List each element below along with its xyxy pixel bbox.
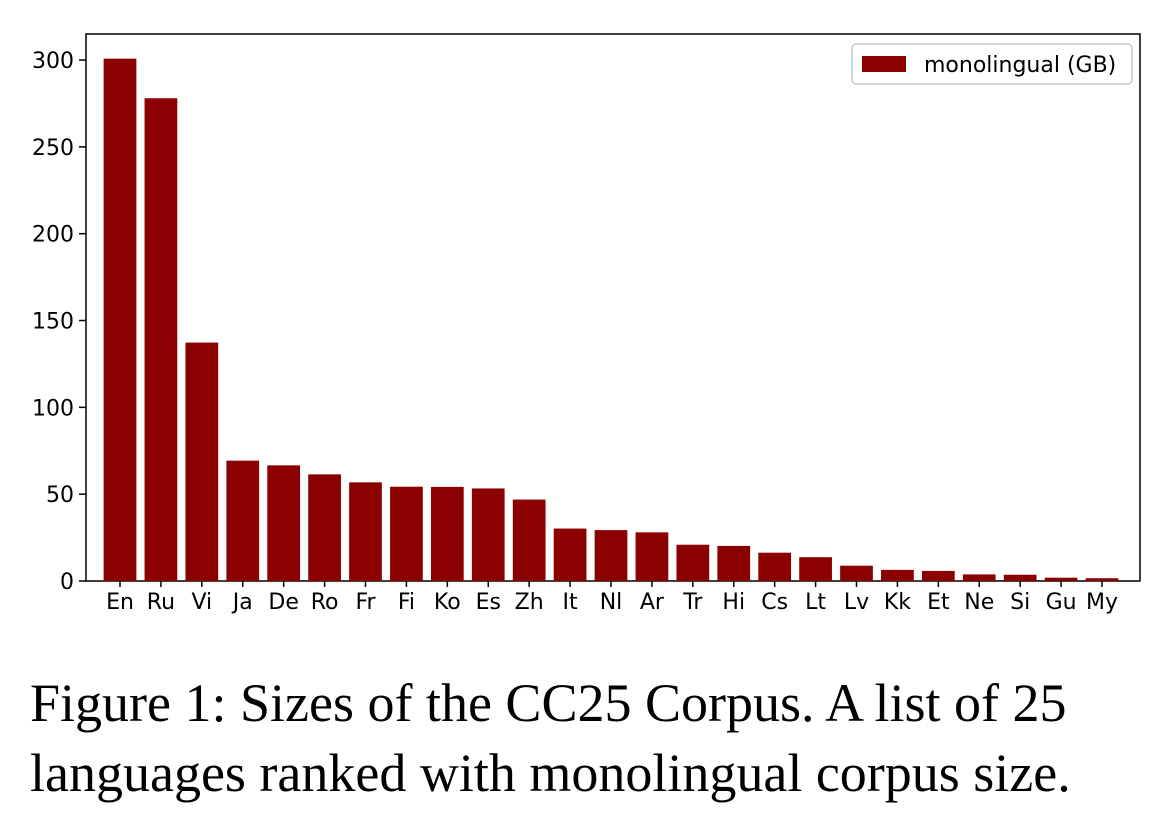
bar-ru [144,98,178,581]
bar-tr [676,544,710,581]
x-tick-label: Fr [355,590,376,615]
bar-fr [349,482,382,581]
legend-swatch [862,56,906,72]
y-tick-label: 50 [46,483,74,508]
bar-ja [226,460,260,581]
figure-caption: Figure 1: Sizes of the CC25 Corpus. A li… [30,668,1160,808]
x-tick-label: Hi [722,590,745,615]
bar-ne [962,574,996,581]
bar-kk [881,569,914,581]
bar-en [103,58,137,582]
y-tick-label: 150 [32,310,74,335]
legend: monolingual (GB) [851,43,1133,85]
x-tick-label: De [268,590,298,615]
x-tick-label: Ne [964,590,994,615]
legend-box [851,43,1133,85]
caption-line-2: languages ranked with monolingual corpus… [30,743,1071,803]
bar-lt [799,557,832,581]
x-tick-label: My [1086,590,1118,615]
y-axis: 0 50 100 150 200 250 300 [32,49,86,595]
x-tick-label: Fi [398,590,415,615]
y-tick-label: 300 [32,49,74,74]
x-tick-label: Vi [191,590,212,615]
bars-group [103,58,1119,582]
x-tick-label: Ru [147,590,175,615]
bar-si [1003,574,1037,581]
bar-hi [717,545,751,581]
bar-et [921,570,955,581]
legend-label: monolingual (GB) [924,53,1116,78]
y-tick-label: 250 [32,136,74,161]
x-tick-label: Et [927,590,950,615]
bar-chart: 0 50 100 150 200 250 300 En Ru Vi Ja De Ro Fr Fi Ko Es Z… [32,33,1141,615]
bar-lv [840,565,873,581]
x-tick-label: It [563,590,578,615]
x-tick-label: Ko [434,590,461,615]
x-axis: En Ru Vi Ja De Ro Fr Fi Ko Es Zh It Nl Ar Tr Hi Cs Lt Lv Kk… [106,581,1118,615]
bar-nl [594,530,628,581]
x-tick-label: Cs [761,590,788,615]
y-tick-label: 100 [32,396,74,421]
bar-ar [635,532,669,581]
bar-ko [430,486,464,581]
x-tick-label: Ja [231,590,253,615]
y-tick-label: 0 [60,570,74,595]
bar-gu [1044,577,1078,581]
x-tick-label: Ar [640,590,665,615]
bar-my [1085,578,1119,581]
bar-zh [512,499,546,581]
x-tick-label: Si [1010,590,1030,615]
bar-fi [390,486,423,581]
x-tick-label: En [106,590,134,615]
x-tick-label: Es [476,590,501,615]
bar-ro [308,474,341,581]
bar-cs [758,552,792,581]
caption-line-1: Figure 1: Sizes of the CC25 Corpus. A li… [30,673,1067,733]
x-tick-label: Zh [515,590,544,615]
bar-es [471,488,505,581]
x-tick-label: Ro [311,590,339,615]
bar-it [553,528,587,581]
x-tick-label: Nl [600,590,623,615]
bar-vi [185,342,219,581]
bar-de [267,465,301,581]
y-tick-label: 200 [32,223,74,248]
x-tick-label: Tr [682,590,703,615]
x-tick-label: Gu [1046,590,1077,615]
x-tick-label: Lt [805,590,826,615]
x-tick-label: Kk [884,590,911,615]
x-tick-label: Lv [844,590,869,615]
